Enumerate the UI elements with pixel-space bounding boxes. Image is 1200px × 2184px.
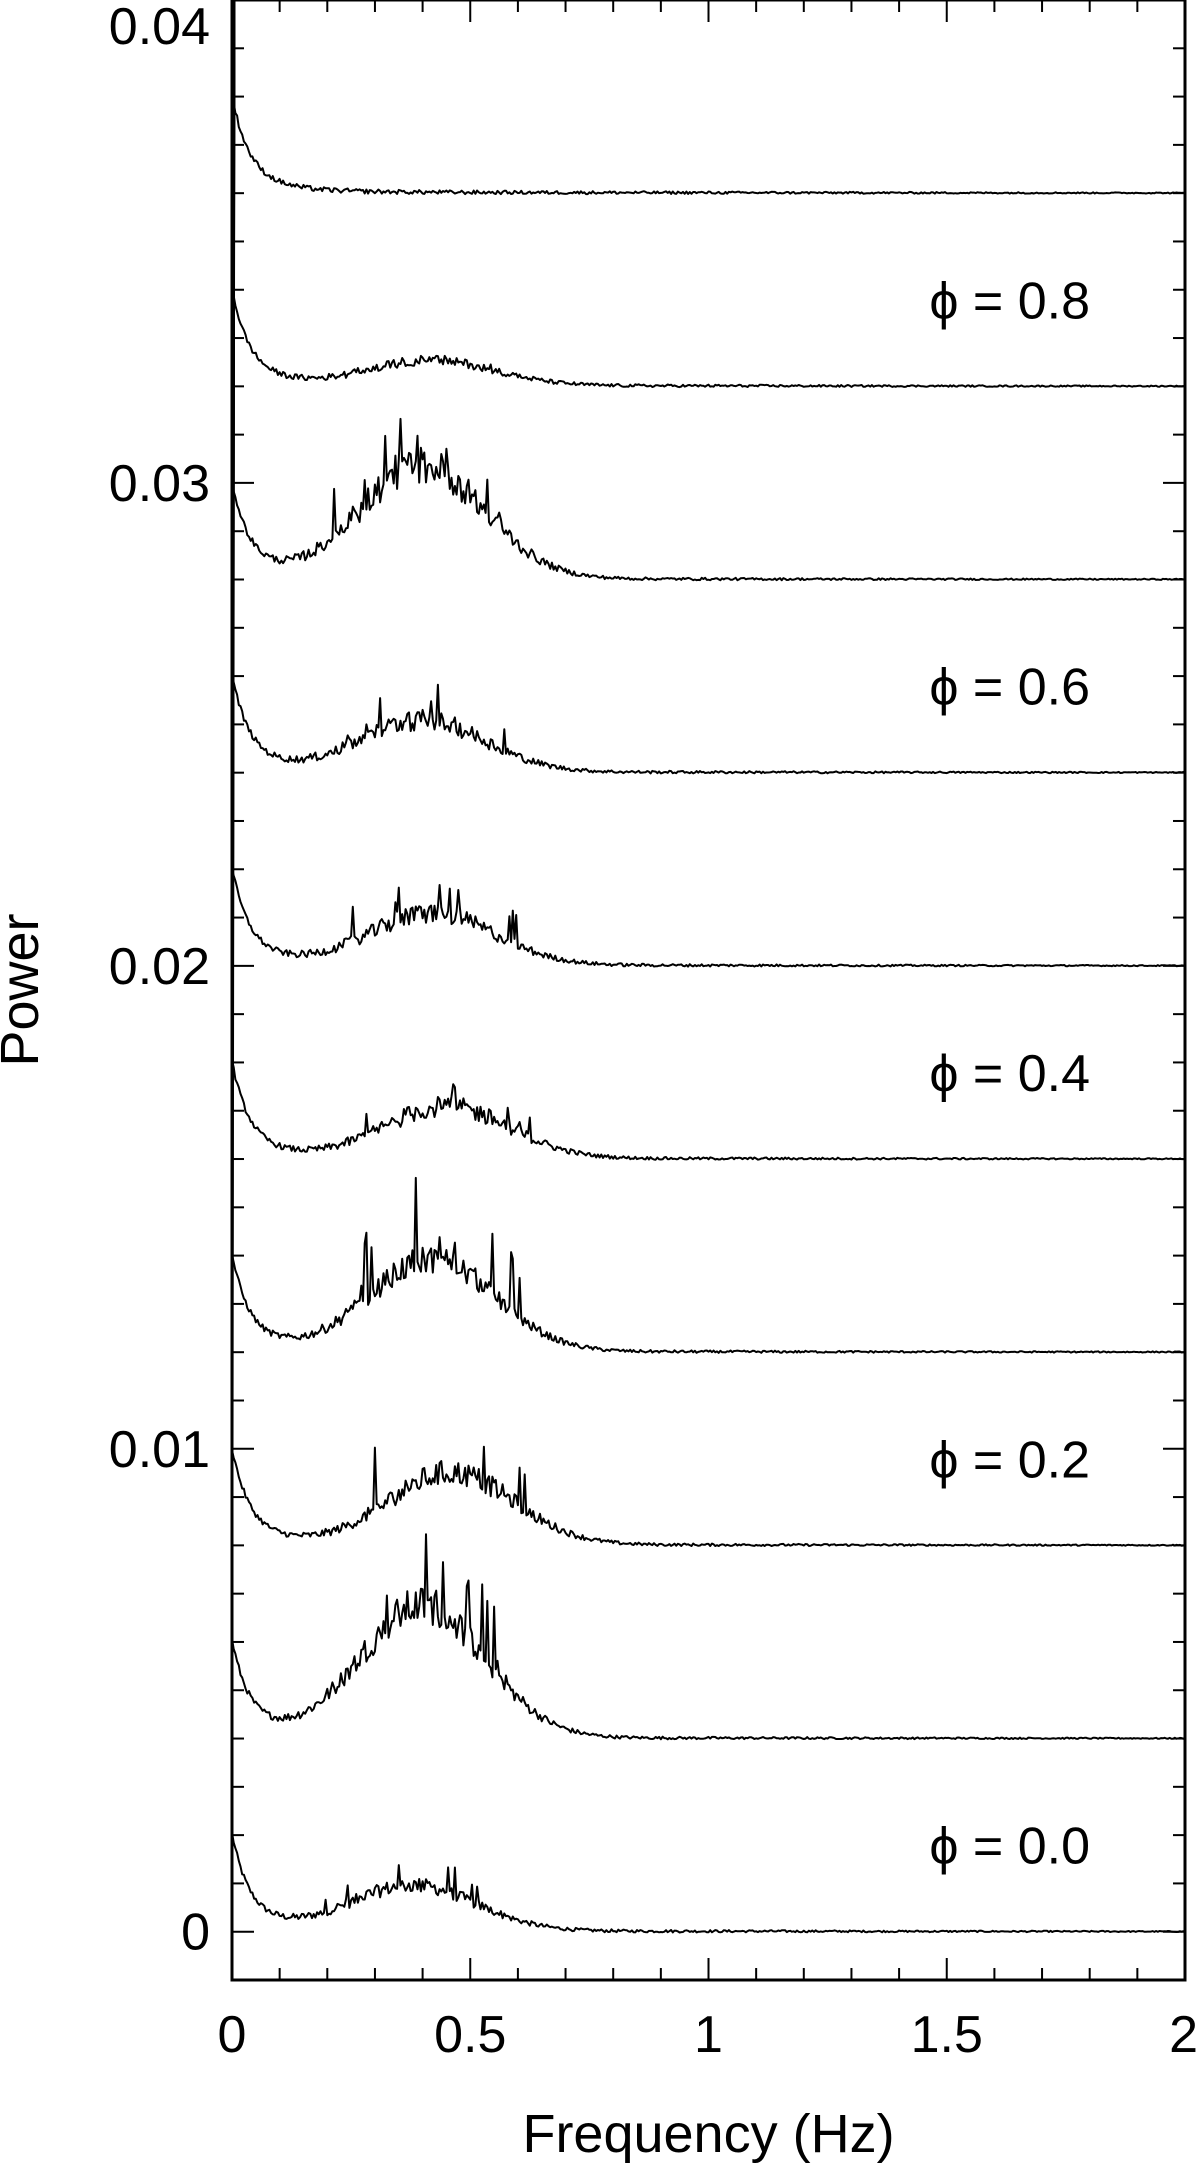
y-axis-title: Power <box>0 913 50 1066</box>
series-line <box>231 0 1186 1161</box>
series-curves <box>231 0 1186 1934</box>
series-line <box>231 0 1186 775</box>
series-line <box>231 0 1186 389</box>
x-tick-label: 0.5 <box>434 2006 506 2064</box>
curve-labels: ϕ = 0.0 ϕ = 0.2 ϕ = 0.4 ϕ = 0.6 ϕ = 0.8 <box>929 272 1090 1875</box>
x-axis-title: Frequency (Hz) <box>522 2104 894 2164</box>
y-tick-labels: 0 0.01 0.02 0.03 0.04 <box>109 0 210 1962</box>
y-tick-label: 0.04 <box>109 0 210 56</box>
axis-ticks <box>231 0 1186 1980</box>
curve-label: ϕ = 0.6 <box>929 659 1090 717</box>
curve-label: ϕ = 0.8 <box>929 272 1090 330</box>
x-tick-label: 2 <box>1169 2006 1198 2064</box>
series-line <box>231 0 1186 968</box>
series-line <box>231 0 1186 1934</box>
series-line <box>231 0 1186 1354</box>
x-tick-label: 0 <box>218 2006 247 2064</box>
series-line <box>231 0 1186 1741</box>
y-tick-label: 0.03 <box>109 455 210 513</box>
x-tick-label: 1.5 <box>911 2006 983 2064</box>
series-line <box>231 0 1185 582</box>
x-tick-label: 1 <box>694 2006 723 2064</box>
series-line <box>231 0 1186 1547</box>
series-line <box>231 0 1186 196</box>
curve-label: ϕ = 0.0 <box>929 1818 1090 1876</box>
y-tick-label: 0 <box>181 1904 210 1962</box>
curve-label: ϕ = 0.4 <box>929 1045 1090 1103</box>
x-tick-labels: 0 0.5 1 1.5 2 <box>218 2006 1198 2064</box>
y-tick-label: 0.01 <box>109 1421 210 1479</box>
curve-label: ϕ = 0.2 <box>929 1431 1090 1489</box>
y-tick-label: 0.02 <box>109 938 210 996</box>
